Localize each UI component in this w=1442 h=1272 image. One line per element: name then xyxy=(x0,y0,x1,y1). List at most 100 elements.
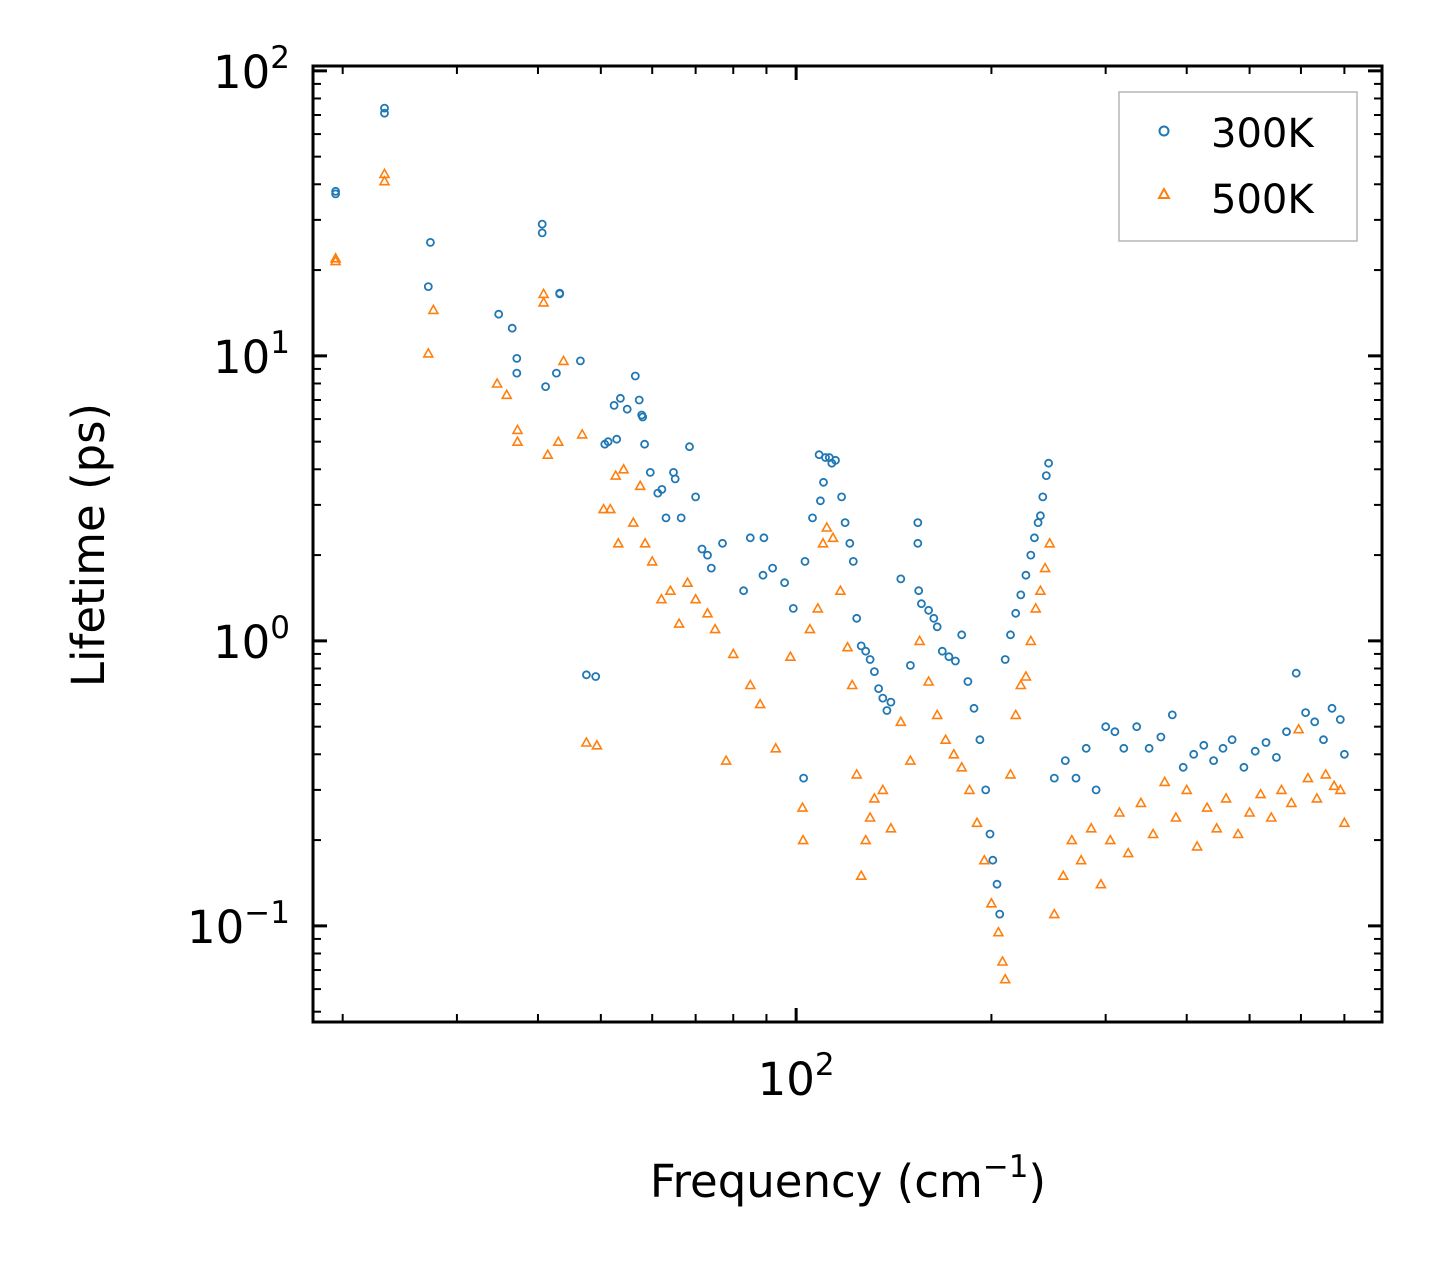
data-point-300k xyxy=(882,706,892,715)
data-point-300k xyxy=(331,186,341,196)
data-point-300k xyxy=(865,655,875,664)
data-point-300k xyxy=(1006,630,1015,640)
data-point-300k xyxy=(821,453,830,462)
data-point-300k xyxy=(1199,740,1209,750)
data-point-500k xyxy=(1004,768,1017,779)
data-point-500k xyxy=(1292,723,1305,734)
data-point-500k xyxy=(609,469,622,480)
data-point-500k xyxy=(580,736,593,747)
legend-label-300k: 300K xyxy=(1211,111,1315,157)
data-point-500k xyxy=(931,708,944,720)
data-point-300k xyxy=(676,513,686,523)
data-point-500k xyxy=(817,537,829,548)
data-point-300k xyxy=(861,646,871,656)
data-point-500k xyxy=(701,607,714,618)
data-point-500k xyxy=(378,167,391,179)
data-point-500k xyxy=(1020,670,1032,681)
data-point-300k xyxy=(852,613,862,623)
legend-marker-300k xyxy=(1158,125,1170,137)
data-point-500k xyxy=(846,678,859,690)
data-point-500k xyxy=(769,742,782,753)
data-point-500k xyxy=(1201,801,1213,812)
data-point-500k xyxy=(827,531,839,543)
y-axis-label: Lifetime (ps) xyxy=(62,403,115,687)
data-point-500k xyxy=(1285,796,1298,808)
data-point-500k xyxy=(859,833,872,845)
data-point-300k xyxy=(1250,746,1260,756)
data-point-500k xyxy=(1302,771,1314,783)
data-point-500k xyxy=(646,555,659,566)
data-point-500k xyxy=(850,768,863,779)
data-point-300k xyxy=(645,467,655,477)
data-point-300k xyxy=(1239,762,1249,772)
data-point-500k xyxy=(996,955,1009,966)
data-point-300k xyxy=(537,228,547,238)
data-point-500k xyxy=(1024,634,1037,646)
y-tick-label: 102 xyxy=(213,40,290,99)
data-point-500k xyxy=(612,537,625,548)
data-point-300k xyxy=(622,404,632,414)
data-point-300k xyxy=(1301,708,1310,717)
data-point-500k xyxy=(511,423,524,435)
data-point-500k xyxy=(639,537,651,548)
data-point-300k xyxy=(917,599,926,609)
data-point-500k xyxy=(885,822,897,833)
data-point-500k xyxy=(673,617,685,628)
data-point-300k xyxy=(494,309,504,319)
data-point-300k xyxy=(1036,511,1045,521)
data-point-300k xyxy=(630,371,640,381)
y-tick-labels: 102 101 100 10−1 xyxy=(187,40,290,954)
data-point-300k xyxy=(831,455,840,465)
data-point-300k xyxy=(975,735,985,745)
data-point-300k xyxy=(1021,570,1031,580)
data-point-300k xyxy=(944,652,954,662)
data-point-500k xyxy=(1334,783,1347,795)
data-point-500k xyxy=(1147,827,1159,839)
data-point-300k xyxy=(541,382,550,392)
data-point-500k xyxy=(378,175,391,186)
data-point-300k xyxy=(924,605,933,615)
data-point-300k xyxy=(870,667,879,676)
data-point-500k xyxy=(557,354,570,366)
data-point-500k xyxy=(597,502,610,514)
data-point-500k xyxy=(1210,822,1223,833)
data-point-300k xyxy=(706,563,716,573)
data-point-300k xyxy=(816,496,825,506)
data-point-300k xyxy=(555,288,565,298)
y-tick-label: 100 xyxy=(213,610,290,669)
data-point-300k xyxy=(739,586,748,596)
data-point-300k xyxy=(932,622,942,632)
data-point-500k xyxy=(627,516,640,527)
data-point-500k xyxy=(604,502,617,514)
data-point-300k xyxy=(914,586,924,596)
data-point-300k xyxy=(988,855,998,865)
data-point-300k xyxy=(380,108,389,118)
data-point-300k xyxy=(640,439,649,449)
data-point-300k xyxy=(1340,749,1349,759)
data-point-500k xyxy=(329,254,342,266)
data-point-300k xyxy=(609,400,619,410)
data-point-300k xyxy=(1026,550,1036,560)
data-point-500k xyxy=(1170,811,1182,822)
data-point-500k xyxy=(985,897,998,908)
data-point-300k xyxy=(1044,458,1053,468)
data-point-500k xyxy=(634,479,647,491)
data-point-500k xyxy=(922,675,935,686)
data-point-500k xyxy=(617,463,630,474)
data-point-300k xyxy=(634,395,644,405)
data-point-500k xyxy=(552,435,565,447)
data-point-300k xyxy=(591,672,601,681)
series-500k xyxy=(329,167,1351,984)
data-point-500k xyxy=(511,435,524,447)
data-point-500k xyxy=(720,754,732,765)
data-point-500k xyxy=(1243,806,1256,817)
data-point-300k xyxy=(913,538,923,548)
data-point-500k xyxy=(709,622,721,634)
x-tick-labels: 102 xyxy=(758,1047,835,1106)
data-point-300k xyxy=(819,477,828,487)
data-point-300k xyxy=(1081,743,1091,753)
data-point-300k xyxy=(906,661,915,670)
data-point-500k xyxy=(811,602,824,613)
data-point-300k xyxy=(582,670,591,680)
data-point-500k xyxy=(1319,768,1332,779)
